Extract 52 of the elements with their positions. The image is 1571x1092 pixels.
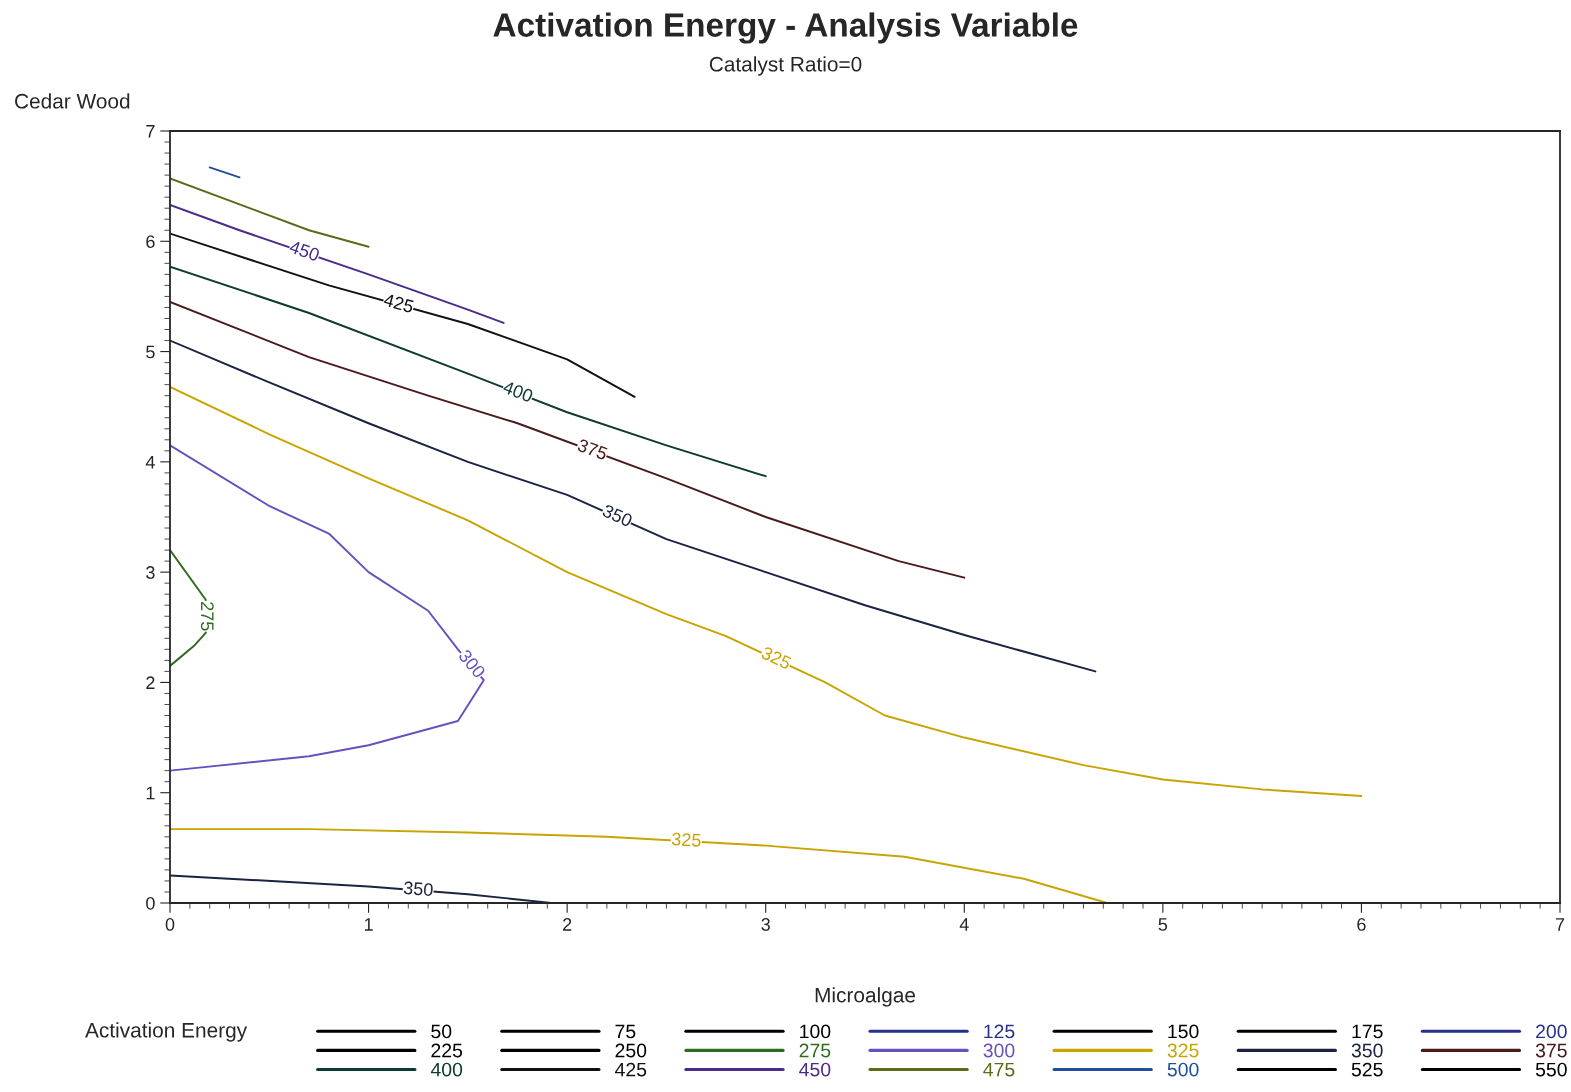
y-tick-label: 5 [146, 345, 155, 359]
legend-title: Activation Energy [85, 1022, 248, 1042]
legend-label: 100 [800, 1024, 831, 1039]
x-tick-label: 3 [761, 918, 770, 931]
chart-subtitle: Catalyst Ratio=0 [709, 56, 862, 76]
legend-label: 200 [1536, 1024, 1567, 1039]
legend-label: 175 [1352, 1024, 1383, 1039]
legend-label: 250 [615, 1043, 647, 1058]
x-tick-label: 7 [1555, 918, 1565, 931]
chart-title: Activation Energy - Analysis Variable [493, 12, 1078, 44]
legend-label: 225 [431, 1043, 463, 1058]
x-tick-label: 1 [364, 918, 373, 931]
y-tick-label: 0 [146, 896, 155, 910]
x-tick-label: 0 [165, 918, 175, 931]
legend-label: 550 [1535, 1062, 1567, 1077]
legend-label: 150 [1168, 1024, 1199, 1039]
y-tick-label: 2 [146, 676, 155, 689]
text: 275 [799, 1043, 831, 1058]
series-label: 325 [671, 832, 702, 847]
text: 300 [457, 648, 487, 679]
text: 475 [983, 1062, 1015, 1077]
text: 350 [1351, 1043, 1383, 1058]
y-tick-label: 7 [146, 125, 155, 138]
series-label: 350 [403, 881, 434, 897]
text: 375 [1535, 1043, 1567, 1058]
text: 275 [200, 602, 214, 631]
y-tick-label: 6 [146, 235, 155, 249]
text: 400 [502, 380, 534, 403]
text: 350 [601, 503, 634, 528]
y-tick-label: 4 [145, 455, 155, 469]
text: 500 [1167, 1062, 1199, 1077]
text: 450 [288, 240, 321, 262]
text: 325 [760, 646, 792, 670]
text: 375 [576, 438, 609, 461]
x-tick-label: 4 [959, 918, 969, 931]
y-axis-title: Cedar Wood [15, 93, 130, 109]
text: 325 [1167, 1043, 1199, 1058]
y-tick-label: 1 [146, 786, 155, 800]
x-tick-label: 5 [1158, 918, 1168, 931]
legend-label: 75 [615, 1024, 636, 1039]
text: 300 [983, 1043, 1015, 1058]
legend-label: 125 [984, 1024, 1015, 1039]
text: 425 [615, 1062, 647, 1077]
text: 450 [799, 1062, 831, 1077]
x-tick-label: 6 [1357, 918, 1366, 931]
text: 425 [382, 293, 415, 314]
x-axis-title: Microalgae [815, 987, 916, 1007]
legend-label: 525 [1351, 1062, 1383, 1077]
legend-label: 50 [431, 1024, 452, 1039]
x-tick-label: 2 [563, 918, 572, 931]
text: 400 [430, 1062, 463, 1077]
y-tick-label: 3 [146, 566, 155, 579]
